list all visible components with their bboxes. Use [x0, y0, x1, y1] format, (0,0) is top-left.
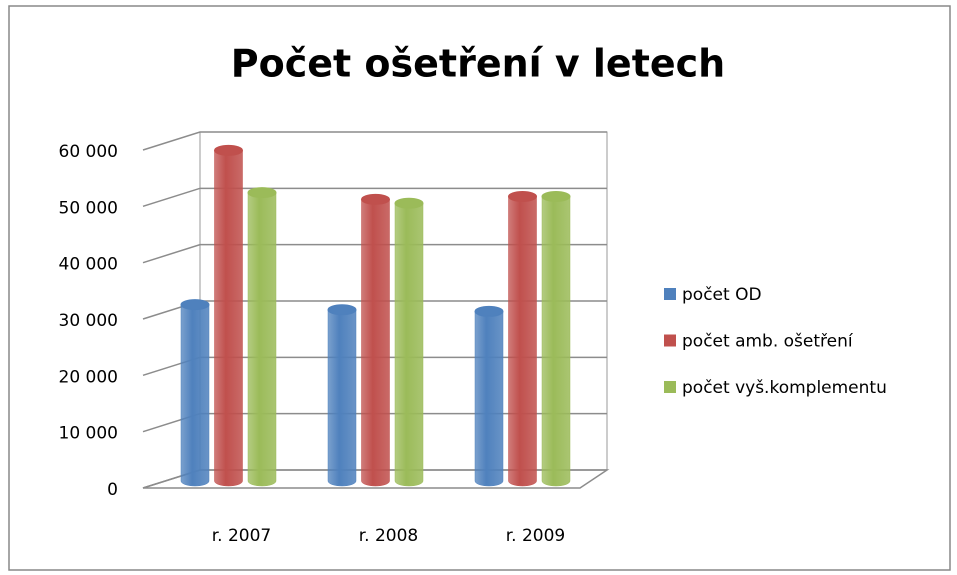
legend-swatch	[664, 381, 676, 393]
y-tick-label: 10 000	[59, 424, 118, 444]
y-tick-label: 60 000	[59, 142, 118, 162]
bar-top	[327, 304, 357, 316]
grid-line	[142, 243, 607, 264]
bar	[327, 309, 357, 487]
x-tick-label: r. 2008	[359, 526, 419, 546]
y-tick-label: 30 000	[59, 311, 118, 331]
legend-swatch	[664, 334, 676, 347]
bar-top	[394, 197, 424, 209]
bar-top	[474, 305, 504, 317]
y-tick-label: 50 000	[59, 198, 118, 218]
legend-label: počet vyš.komplementu	[682, 378, 887, 398]
bar	[247, 192, 277, 487]
bar	[541, 196, 571, 487]
bar-top	[214, 144, 243, 156]
x-tick-label: r. 2007	[212, 526, 272, 546]
chart-title: Počet ošetření v letech	[231, 42, 725, 86]
bar-top	[247, 187, 277, 199]
bar-top	[508, 191, 537, 203]
bar-top	[541, 191, 571, 203]
legend-label: počet OD	[682, 285, 762, 305]
bar	[214, 150, 243, 487]
legend-label: počet amb. ošetření	[682, 332, 854, 352]
grid-line	[142, 131, 607, 151]
bar	[180, 304, 210, 487]
bar	[361, 199, 390, 487]
legend-swatch	[664, 288, 676, 300]
y-tick-label: 0	[107, 480, 118, 500]
bar	[474, 311, 504, 487]
bar-top	[361, 193, 390, 205]
y-tick-label: 20 000	[59, 367, 118, 387]
bar-top	[180, 299, 210, 311]
bar	[508, 196, 537, 487]
bar	[394, 203, 424, 487]
y-tick-label: 40 000	[59, 255, 118, 275]
x-tick-label: r. 2009	[506, 526, 566, 546]
grid-line	[142, 187, 607, 208]
